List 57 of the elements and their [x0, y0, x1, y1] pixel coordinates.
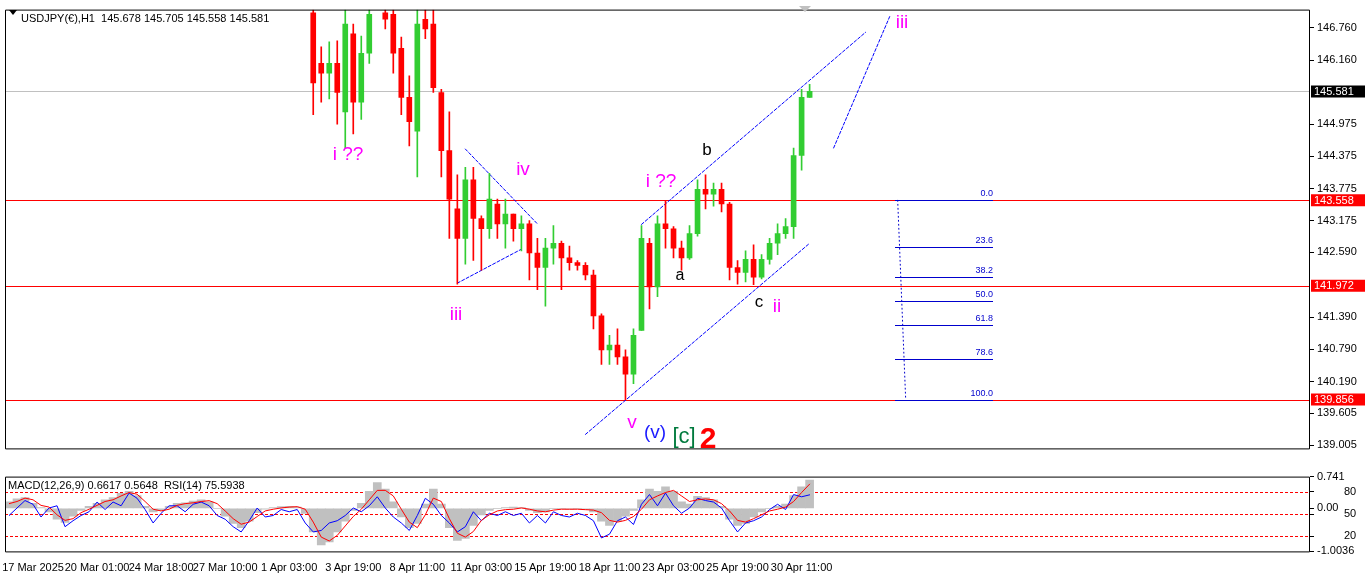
annotation: 61.8 [975, 313, 993, 324]
annotation: b [702, 139, 712, 159]
y-tick-label: 139.605 [1317, 406, 1357, 419]
y-tick-label: 144.375 [1317, 149, 1357, 162]
x-tick-label: 18 Apr 11:00 [578, 561, 641, 574]
annotation: 38.2 [975, 265, 993, 276]
annotation: ii [772, 295, 782, 317]
chart-title: MACD(12,26,9) 0.6617 0.5648 RSI(14) 75.5938 [8, 479, 245, 492]
y-tick-label: 140.790 [1317, 342, 1357, 355]
annotation: 50.0 [975, 289, 993, 300]
y-tick-label: 142.590 [1317, 245, 1357, 258]
annotation: v [627, 411, 638, 433]
ref-line-label: 139.856 [1314, 393, 1354, 406]
y2-tick-label: -1.0036 [1317, 544, 1355, 557]
y-tick-label: 141.390 [1317, 310, 1357, 323]
x-tick-label: 3 Apr 19:00 [325, 561, 382, 574]
ref-line-label: 143.558 [1314, 193, 1354, 206]
annotation: 0.0 [980, 188, 993, 199]
annotation: 23.6 [975, 235, 993, 246]
chart-title: USDJPY(€),H1 145.678 145.705 145.558 145.581 [21, 12, 270, 25]
x-tick-label: 11 Apr 03:00 [450, 561, 513, 574]
annotation: 2 [699, 421, 717, 455]
x-tick-label: 17 Mar 2025 [2, 561, 64, 574]
y-tick-label: 143.775 [1317, 181, 1357, 194]
y-tick-label: 143.175 [1317, 213, 1357, 226]
y-tick-label: 80 [1344, 484, 1357, 497]
y-tick-label: 20 [1344, 529, 1357, 542]
y-tick-label: 144.975 [1317, 117, 1357, 130]
y2-tick-label: 0.00 [1317, 501, 1339, 514]
y-tick-label: 146.160 [1317, 53, 1357, 66]
x-tick-label: 27 Mar 10:00 [192, 561, 258, 574]
x-tick-label: 25 Apr 19:00 [706, 561, 769, 574]
x-tick-label: 23 Apr 03:00 [642, 561, 705, 574]
annotation: i ?? [645, 170, 677, 192]
annotation: a [675, 266, 685, 284]
x-tick-label: 15 Apr 19:00 [514, 561, 577, 574]
x-tick-label: 30 Apr 11:00 [770, 561, 833, 574]
annotation: c [754, 291, 764, 311]
annotation: iii [895, 11, 909, 33]
ref-line-label: 145.581 [1314, 84, 1354, 97]
x-tick-label: 24 Mar 18:00 [128, 561, 194, 574]
y-tick-label: 50 [1344, 507, 1357, 520]
x-tick-label: 1 Apr 03:00 [261, 561, 318, 574]
annotation: iv [516, 158, 531, 180]
annotation: 100.0 [970, 388, 993, 399]
y-tick-label: 139.005 [1317, 438, 1357, 451]
y-tick-label: 140.190 [1317, 374, 1357, 387]
annotation: 78.6 [975, 347, 993, 358]
annotation: i ?? [332, 143, 364, 165]
annotation: [c] [672, 423, 696, 449]
x-tick-label: 20 Mar 01:00 [64, 561, 130, 574]
x-tick-label: 8 Apr 11:00 [389, 561, 446, 574]
annotation: iii [449, 303, 463, 325]
annotation: (v) [643, 421, 667, 443]
y2-tick-label: 0.741 [1317, 469, 1345, 482]
ref-line-label: 141.972 [1314, 279, 1354, 292]
y-tick-label: 146.760 [1317, 20, 1357, 33]
